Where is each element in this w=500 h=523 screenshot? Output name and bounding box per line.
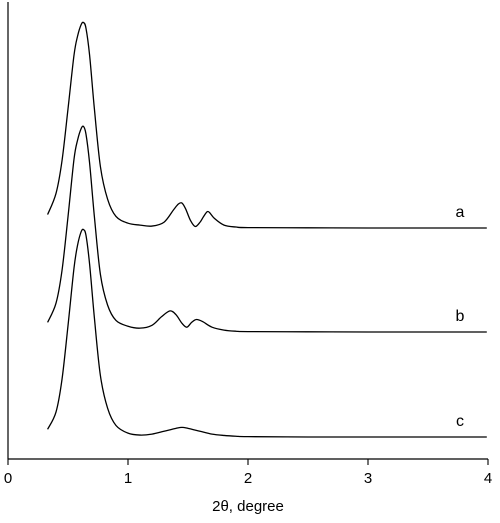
x-tick-label: 2 [244, 470, 252, 487]
x-ticks: 0 1 2 3 4 [4, 459, 492, 487]
series-label-c: c [456, 413, 464, 430]
series-line-b [47, 125, 487, 333]
series-group [46, 21, 487, 438]
series-label-a: a [456, 204, 465, 221]
plot-frame [7, 2, 488, 460]
x-tick-label: 3 [364, 470, 372, 487]
series-line-a [46, 21, 487, 229]
x-tick-label: 1 [124, 470, 132, 487]
series-label-b: b [456, 308, 465, 325]
x-axis-label: 2θ, degree [212, 498, 284, 515]
series-labels: a b c [456, 204, 465, 430]
x-tick-label: 0 [4, 470, 12, 487]
x-tick-label: 4 [484, 470, 492, 487]
series-line-c [47, 228, 487, 438]
